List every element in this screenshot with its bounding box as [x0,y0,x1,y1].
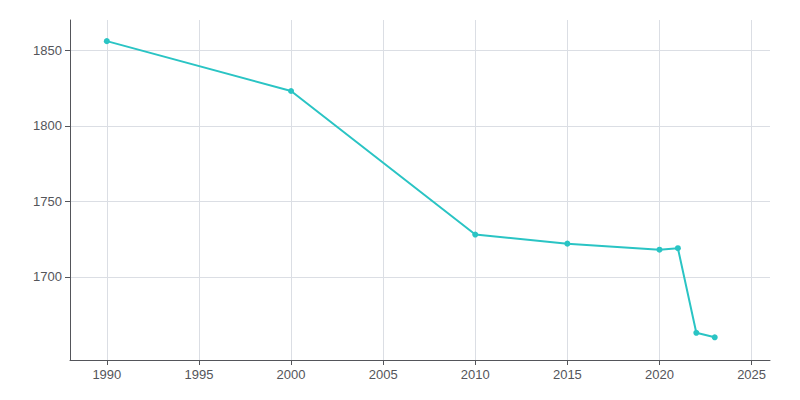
svg-text:1995: 1995 [184,367,213,382]
svg-text:2010: 2010 [461,367,490,382]
svg-text:1700: 1700 [33,269,62,284]
svg-text:1750: 1750 [33,194,62,209]
svg-text:2000: 2000 [277,367,306,382]
svg-text:2020: 2020 [645,367,674,382]
svg-text:2015: 2015 [553,367,582,382]
svg-text:1850: 1850 [33,43,62,58]
svg-text:2025: 2025 [737,367,766,382]
svg-text:1990: 1990 [92,367,121,382]
svg-text:1800: 1800 [33,118,62,133]
svg-text:2005: 2005 [369,367,398,382]
